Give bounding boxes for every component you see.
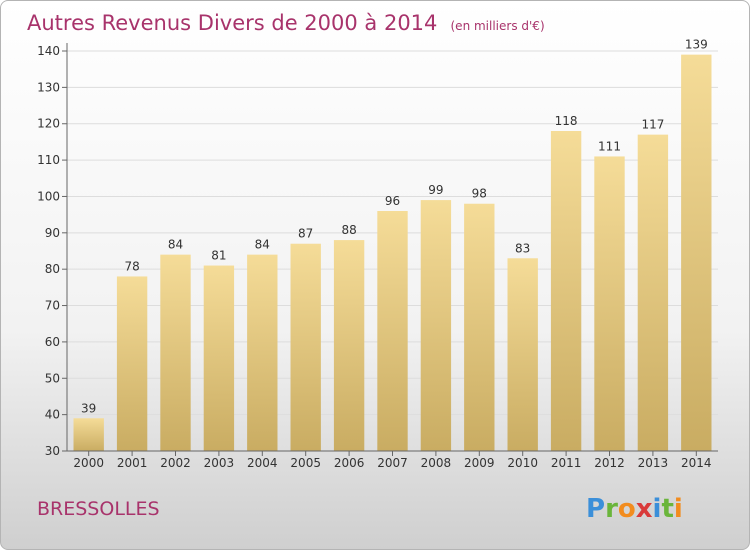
bar xyxy=(550,131,582,451)
bar xyxy=(116,276,148,451)
x-tick-label: 2007 xyxy=(377,456,408,470)
logo-letter: i xyxy=(674,494,683,524)
x-tick-labels: 2000 2001 2002 2003 2004 2005 2006 2007 2008 2009… xyxy=(73,456,711,470)
chart-title: Autres Revenus Divers de 2000 à 2014 (en… xyxy=(27,11,545,35)
x-tick-label: 2000 xyxy=(73,456,104,470)
logo-letter: t xyxy=(661,494,673,524)
value-label: 87 xyxy=(298,227,313,241)
value-label: 83 xyxy=(515,241,530,255)
chart-title-unit: (en milliers d'€) xyxy=(451,19,545,33)
bar xyxy=(420,200,452,451)
y-tick-label: 120 xyxy=(37,117,60,131)
bar xyxy=(377,211,408,451)
logo-letter: r xyxy=(605,494,618,524)
location-name: BRESSOLLES xyxy=(37,498,160,520)
bar xyxy=(247,254,278,451)
value-label: 139 xyxy=(685,38,708,52)
y-tick-label: 60 xyxy=(45,335,60,349)
value-label: 84 xyxy=(255,238,270,252)
bar xyxy=(464,203,495,451)
bar xyxy=(290,243,321,451)
bar xyxy=(637,134,669,452)
y-tick-label: 90 xyxy=(45,226,60,240)
axes xyxy=(62,43,718,456)
value-label: 78 xyxy=(124,259,139,273)
value-labels: 39 78 84 81 84 87 88 96 99 98 83 118 111 117 139 xyxy=(81,38,708,416)
y-tick-label: 50 xyxy=(45,371,60,385)
x-tick-label: 2008 xyxy=(421,456,452,470)
logo-letter: i xyxy=(653,494,662,524)
y-tick-label: 70 xyxy=(45,299,60,313)
x-tick-label: 2002 xyxy=(160,456,191,470)
value-label: 117 xyxy=(641,118,664,132)
y-tick-label: 100 xyxy=(37,189,60,203)
x-tick-label: 2009 xyxy=(464,456,495,470)
value-label: 96 xyxy=(385,194,400,208)
y-tick-label: 130 xyxy=(37,80,60,94)
chart-title-main: Autres Revenus Divers de 2000 à 2014 xyxy=(27,11,437,35)
bar xyxy=(73,418,104,451)
x-tick-label: 2001 xyxy=(117,456,148,470)
x-tick-label: 2004 xyxy=(247,456,278,470)
value-label: 39 xyxy=(81,401,96,415)
value-label: 118 xyxy=(555,114,578,128)
x-tick-label: 2013 xyxy=(638,456,669,470)
value-label: 111 xyxy=(598,139,621,153)
value-label: 84 xyxy=(168,238,183,252)
bar xyxy=(333,240,365,451)
x-tick-label: 2011 xyxy=(551,456,582,470)
value-label: 81 xyxy=(211,249,226,263)
bar xyxy=(681,54,712,452)
value-label: 88 xyxy=(341,223,356,237)
x-tick-label: 2014 xyxy=(681,456,712,470)
logo-letter: o xyxy=(618,494,636,524)
x-tick-label: 2006 xyxy=(334,456,365,470)
logo-letter: P xyxy=(586,494,605,524)
proxiti-logo: Proxiti xyxy=(586,494,683,524)
x-tick-label: 2012 xyxy=(594,456,625,470)
y-tick-label: 40 xyxy=(45,408,60,422)
y-tick-label: 30 xyxy=(45,444,60,458)
bar xyxy=(507,258,538,451)
bar xyxy=(203,265,235,451)
x-tick-label: 2003 xyxy=(204,456,235,470)
value-label: 99 xyxy=(428,183,443,197)
y-tick-labels: 30 40 50 60 70 80 90 100 110 120 130 140 xyxy=(37,44,60,458)
x-tick-label: 2010 xyxy=(507,456,538,470)
logo-letter: x xyxy=(636,494,653,524)
y-tick-label: 140 xyxy=(37,44,60,58)
x-tick-label: 2005 xyxy=(290,456,321,470)
y-tick-label: 80 xyxy=(45,262,60,276)
bar xyxy=(594,156,625,452)
bar xyxy=(160,254,191,451)
y-tick-label: 110 xyxy=(37,153,60,167)
value-label: 98 xyxy=(472,187,487,201)
bars xyxy=(73,54,712,452)
